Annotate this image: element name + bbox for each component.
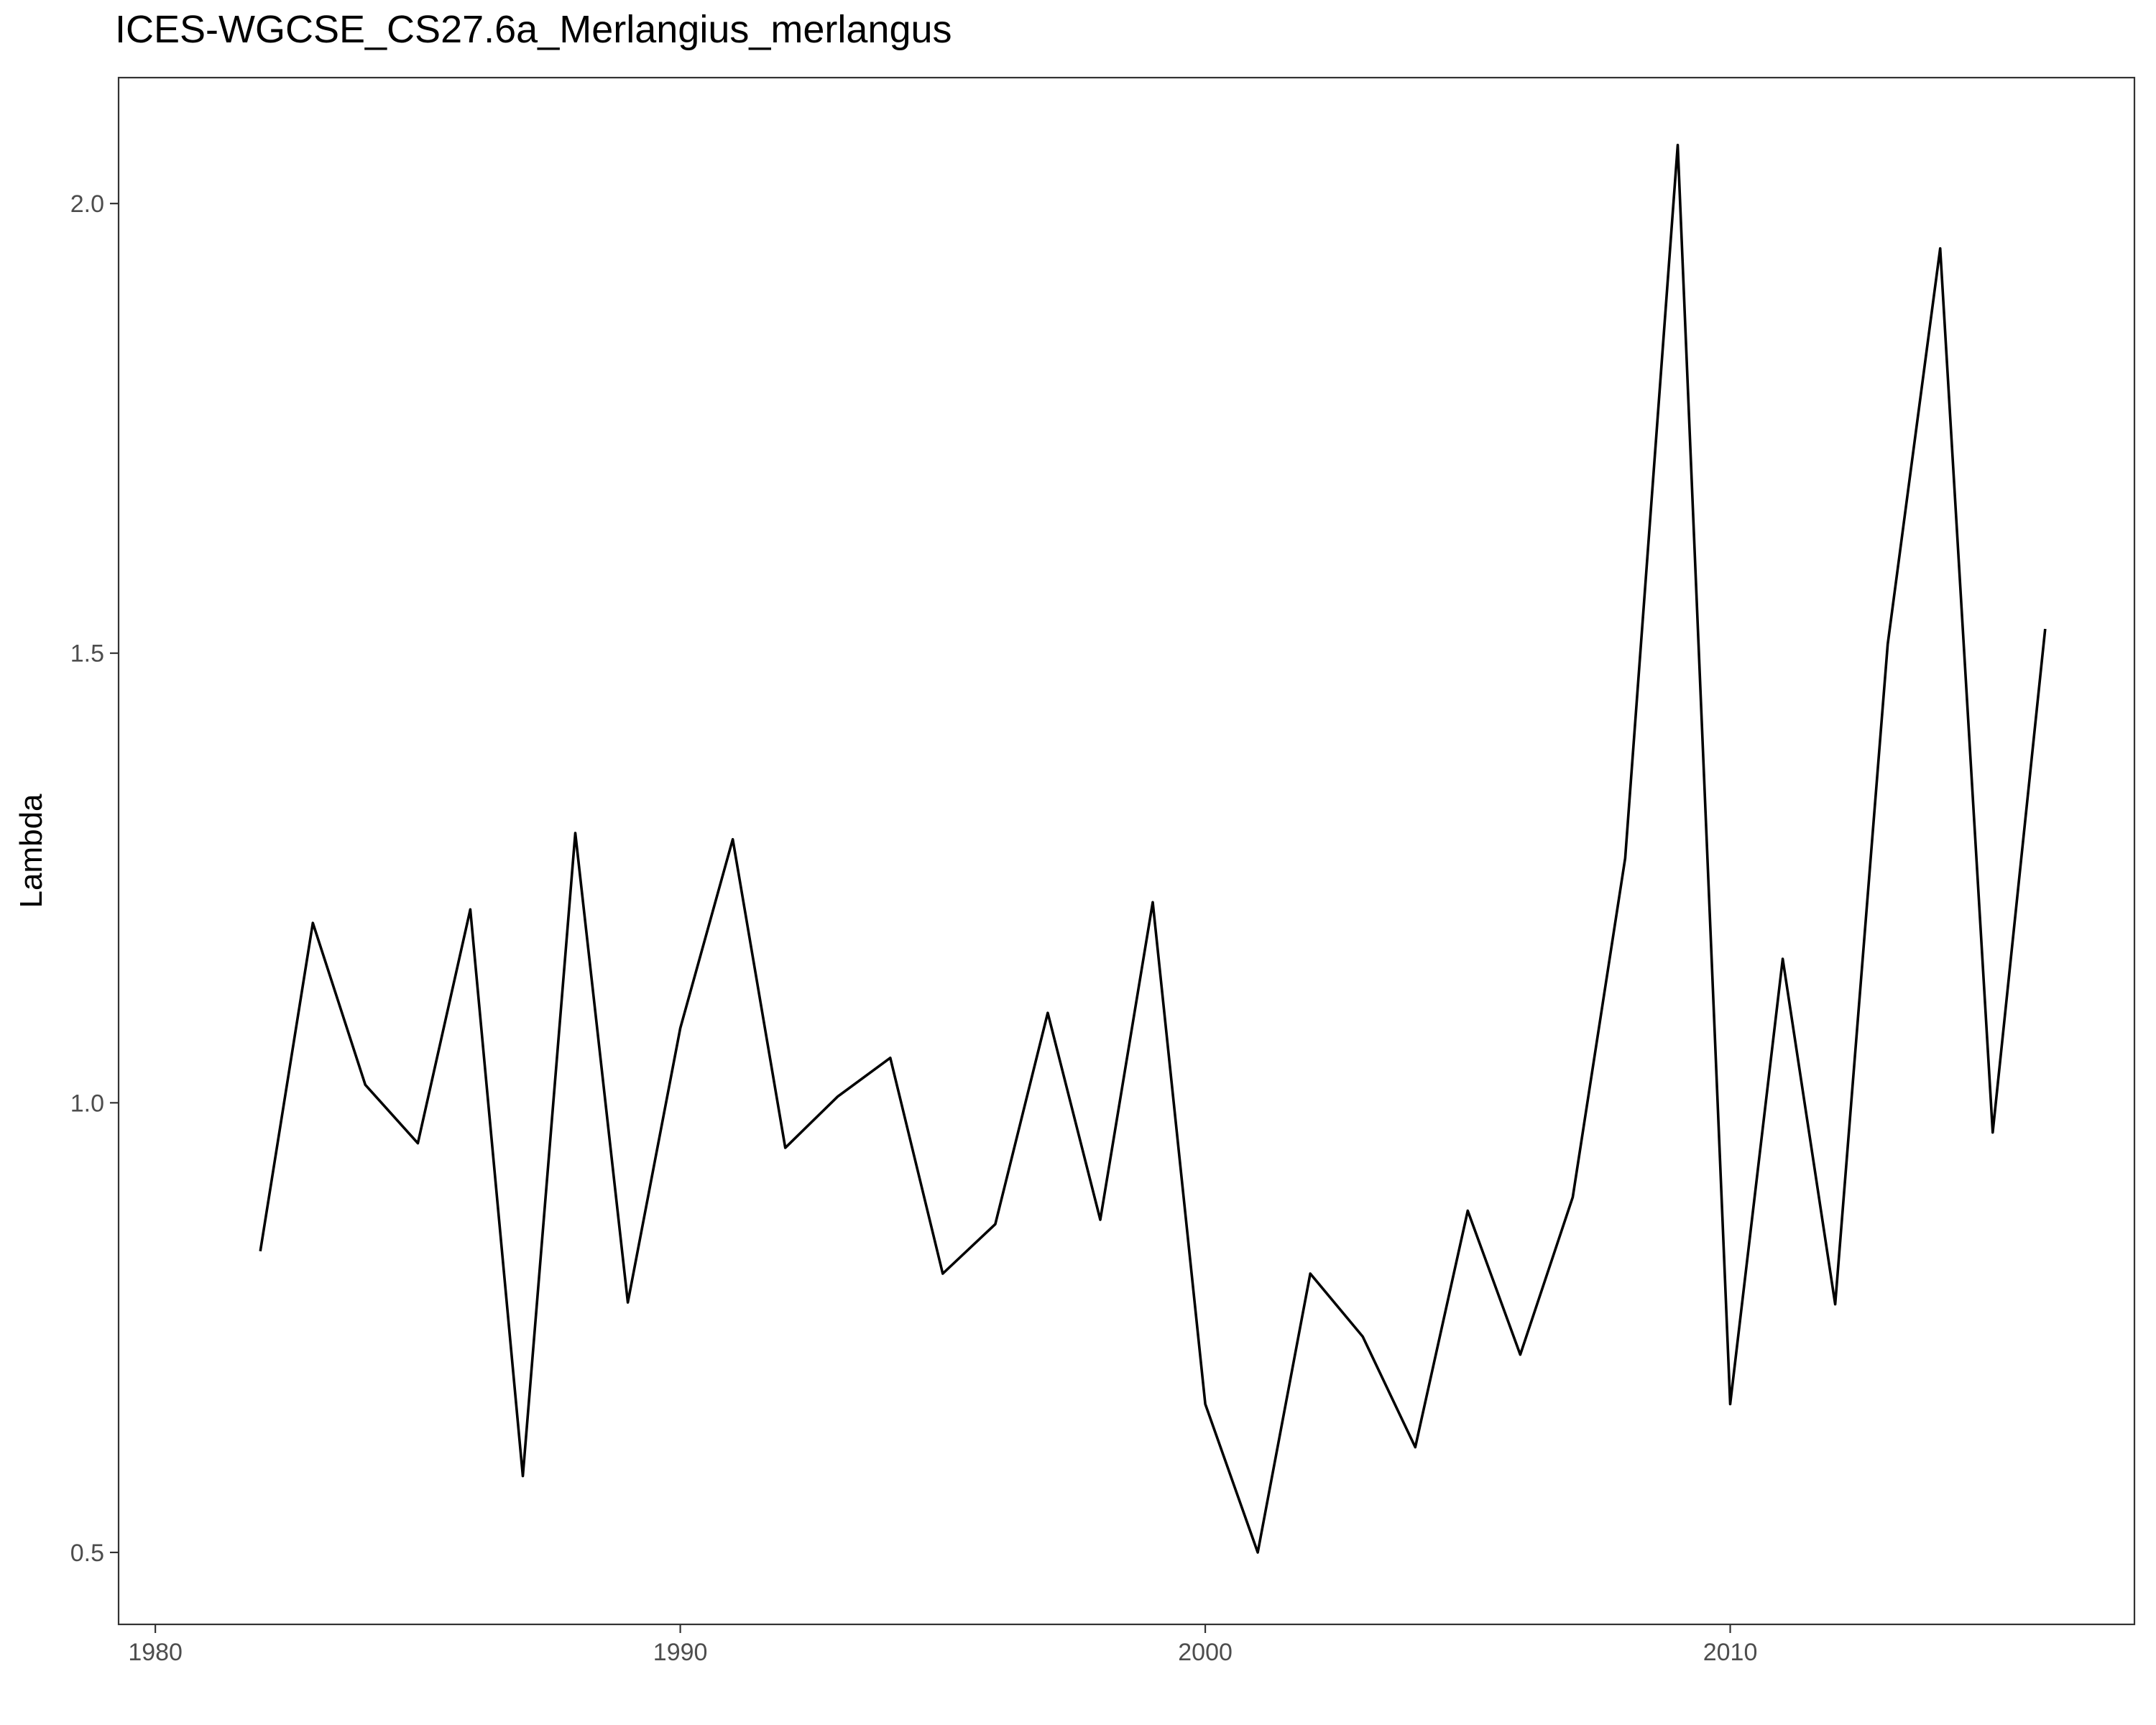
y-tick-label: 1.0: [70, 1090, 104, 1117]
x-tick-label: 1990: [653, 1639, 708, 1666]
y-tick-label: 0.5: [70, 1540, 104, 1567]
y-tick-label: 1.5: [70, 640, 104, 668]
y-tick-label: 2.0: [70, 190, 104, 218]
x-tick-label: 1980: [128, 1639, 183, 1666]
x-tick-label: 2010: [1703, 1639, 1758, 1666]
plot-panel: [117, 76, 2136, 1626]
y-axis: 0.5 1.0 1.5 2.0: [70, 190, 119, 1567]
x-axis: 1980 1990 2000 2010: [128, 1624, 1757, 1666]
chart-title: ICES-WGCSE_CS27.6a_Merlangius_merlangus: [115, 8, 952, 51]
x-tick-label: 2000: [1178, 1639, 1233, 1666]
y-axis-label: Lambda: [14, 794, 49, 908]
lambda-series-line: [259, 144, 2047, 1554]
